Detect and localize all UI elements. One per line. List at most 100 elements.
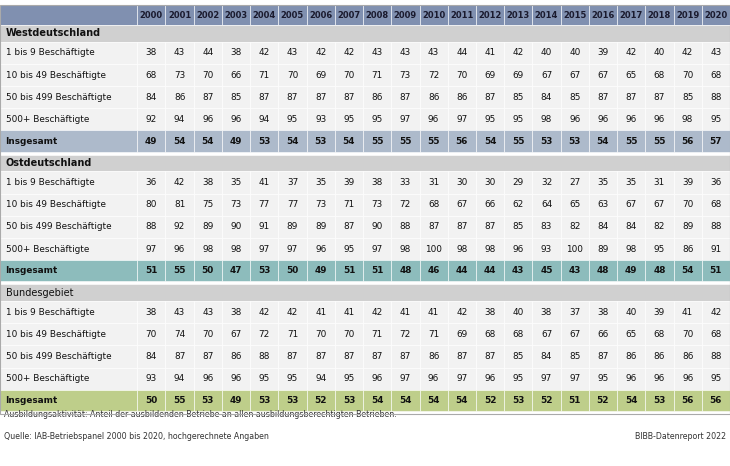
Text: 57: 57	[710, 137, 722, 145]
Text: 98: 98	[231, 245, 242, 254]
Text: 53: 53	[512, 396, 524, 405]
Text: 67: 67	[569, 330, 580, 339]
Bar	[589, 368, 617, 390]
Text: 67: 67	[541, 70, 552, 80]
Bar	[137, 216, 166, 238]
Text: 68: 68	[485, 330, 496, 339]
Text: 50 bis 499 Beschäftigte: 50 bis 499 Beschäftigte	[6, 352, 111, 361]
Bar	[166, 108, 193, 130]
Text: 89: 89	[682, 222, 694, 231]
Text: 42: 42	[258, 48, 270, 57]
Text: 96: 96	[682, 374, 694, 383]
Bar	[166, 42, 193, 64]
Text: 56: 56	[682, 396, 694, 405]
Bar	[645, 368, 674, 390]
Text: 68: 68	[428, 200, 439, 209]
Text: 500+ Beschäftigte: 500+ Beschäftigte	[6, 245, 89, 254]
Bar	[307, 368, 335, 390]
Bar	[335, 390, 363, 411]
Bar	[645, 238, 674, 260]
Text: 85: 85	[512, 93, 524, 102]
Text: 2000: 2000	[139, 11, 163, 20]
Text: 2003: 2003	[224, 11, 247, 20]
Bar	[193, 64, 222, 86]
Text: 94: 94	[258, 115, 270, 124]
Text: 87: 87	[343, 352, 355, 361]
Bar	[674, 64, 702, 86]
Text: 51: 51	[343, 266, 355, 275]
Bar	[447, 260, 476, 281]
Text: 68: 68	[146, 70, 157, 80]
Bar	[363, 345, 391, 368]
Bar	[222, 323, 250, 345]
Bar	[278, 64, 307, 86]
Bar	[278, 345, 307, 368]
Bar	[0, 390, 137, 411]
Text: 42: 42	[258, 308, 270, 317]
Text: 90: 90	[372, 222, 383, 231]
Text: 86: 86	[626, 352, 637, 361]
Text: Insgesamt: Insgesamt	[6, 266, 58, 275]
Text: 42: 42	[287, 308, 298, 317]
Text: 95: 95	[710, 115, 721, 124]
Bar	[617, 323, 645, 345]
Bar	[391, 64, 420, 86]
Bar	[589, 323, 617, 345]
Bar	[447, 193, 476, 216]
Bar	[447, 323, 476, 345]
Text: 73: 73	[231, 200, 242, 209]
Text: 51: 51	[371, 266, 383, 275]
Text: 87: 87	[174, 352, 185, 361]
Text: 30: 30	[456, 178, 467, 187]
Bar	[391, 193, 420, 216]
Text: 54: 54	[201, 137, 214, 145]
Text: 2020: 2020	[704, 11, 728, 20]
Text: 2010: 2010	[422, 11, 445, 20]
Text: 43: 43	[400, 48, 411, 57]
Text: 53: 53	[653, 396, 666, 405]
Text: 91: 91	[710, 245, 721, 254]
Bar	[278, 108, 307, 130]
Text: 87: 87	[456, 222, 467, 231]
Text: 68: 68	[512, 330, 524, 339]
Text: 95: 95	[710, 374, 721, 383]
Text: 54: 54	[371, 396, 383, 405]
Text: 49: 49	[145, 137, 158, 145]
Bar	[278, 301, 307, 323]
Bar	[420, 345, 447, 368]
Bar	[391, 238, 420, 260]
Bar	[702, 323, 730, 345]
Bar	[447, 368, 476, 390]
Bar	[645, 86, 674, 108]
Text: 53: 53	[258, 266, 270, 275]
Text: 85: 85	[512, 352, 524, 361]
Bar	[561, 323, 589, 345]
Text: 86: 86	[231, 352, 242, 361]
Bar	[589, 64, 617, 86]
Text: 43: 43	[428, 48, 439, 57]
Text: 70: 70	[343, 70, 355, 80]
Bar	[645, 42, 674, 64]
Bar	[420, 108, 447, 130]
Bar	[307, 171, 335, 193]
Bar	[589, 390, 617, 411]
Bar	[617, 171, 645, 193]
Bar	[645, 323, 674, 345]
Bar	[420, 260, 447, 281]
Bar	[420, 171, 447, 193]
Text: 56: 56	[456, 137, 468, 145]
Text: 73: 73	[174, 70, 185, 80]
Text: 46: 46	[428, 266, 439, 275]
Bar	[250, 368, 278, 390]
Text: 40: 40	[569, 48, 580, 57]
Text: 100: 100	[566, 245, 583, 254]
Text: 94: 94	[174, 115, 185, 124]
Bar	[420, 5, 447, 25]
Text: 97: 97	[400, 374, 411, 383]
Text: 38: 38	[541, 308, 552, 317]
Bar	[447, 86, 476, 108]
Text: 96: 96	[231, 115, 242, 124]
Bar	[589, 5, 617, 25]
Bar	[335, 108, 363, 130]
Text: 54: 54	[286, 137, 299, 145]
